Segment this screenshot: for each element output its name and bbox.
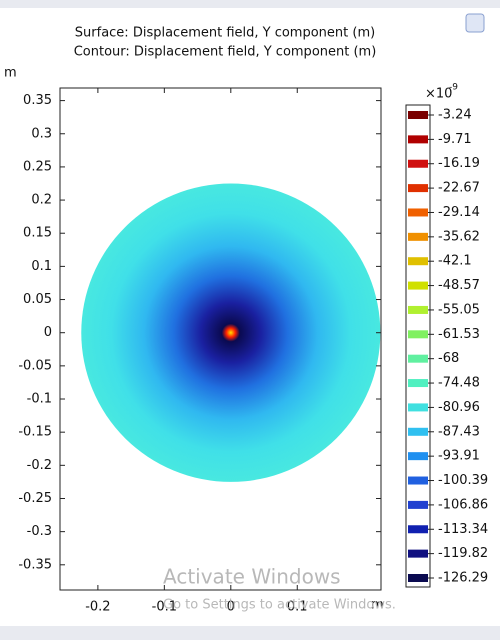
colorbar-label: -29.14 — [438, 205, 480, 220]
colorbar-swatch — [408, 476, 428, 485]
y-tick-label: -0.2 — [27, 458, 52, 473]
chart-subtitle: Contour: Displacement field, Y component… — [74, 45, 377, 60]
colorbar-swatch — [408, 159, 428, 168]
colorbar-swatch — [408, 525, 428, 534]
y-tick-label: -0.3 — [27, 524, 52, 539]
colorbar-label: -16.19 — [438, 156, 480, 171]
x-tick-label: 0 — [227, 600, 235, 615]
colorbar-swatch — [408, 452, 428, 461]
colorbar-swatch — [408, 403, 428, 412]
plot-frame — [59, 87, 382, 591]
colorbar-swatch — [408, 184, 428, 193]
colorbar-label: -55.05 — [438, 302, 480, 317]
y-tick-label: -0.25 — [18, 491, 52, 506]
bottom-bar — [0, 626, 500, 640]
y-tick-label: 0 — [44, 325, 52, 340]
colorbar-swatch — [408, 549, 428, 558]
colorbar-swatch — [408, 232, 428, 241]
y-tick-label: 0.05 — [23, 292, 52, 307]
colorbar-swatch — [408, 354, 428, 363]
colorbar-label: -9.71 — [438, 132, 472, 147]
colorbar-label: -93.91 — [438, 449, 480, 464]
y-tick-label: 0.3 — [31, 126, 52, 141]
colorbar-label: -68 — [438, 351, 459, 366]
colorbar-exponent-power: -9 — [449, 83, 458, 93]
colorbar-swatch — [408, 379, 428, 388]
colorbar-swatch — [408, 257, 428, 266]
watermark: Activate Windows — [163, 565, 341, 589]
colorbar-label: -61.53 — [438, 327, 480, 342]
y-tick-label: 0.25 — [23, 159, 52, 174]
colorbar-swatch — [408, 427, 428, 436]
colorbar-label: -22.67 — [438, 181, 480, 196]
colorbar-label: -100.39 — [438, 473, 488, 488]
y-tick-label: -0.35 — [18, 557, 52, 572]
colorbar-label: -119.82 — [438, 546, 488, 561]
y-tick-label: -0.05 — [18, 358, 52, 373]
colorbar-swatch — [408, 111, 428, 119]
colorbar-label: -35.62 — [438, 229, 480, 244]
x-tick-label: -0.2 — [85, 600, 110, 615]
colorbar-swatch — [408, 330, 428, 339]
colorbar-exponent: ×10 — [425, 87, 452, 102]
colorbar-label: -126.29 — [438, 571, 488, 586]
y-tick-label: 0.1 — [31, 259, 52, 274]
x-unit: m — [371, 598, 384, 613]
colorbar-label: -80.96 — [438, 400, 480, 415]
watermark-sub: Go to Settings to activate Windows. — [163, 598, 396, 613]
colorbar-label: -74.48 — [438, 376, 480, 391]
y-unit: m — [4, 66, 17, 81]
y-tick-label: -0.15 — [18, 425, 52, 440]
colorbar-swatch — [408, 305, 428, 314]
colorbar-label: -87.43 — [438, 424, 480, 439]
colorbar-swatch — [408, 281, 428, 290]
colorbar-label: -42.1 — [438, 254, 472, 269]
y-tick-label: -0.1 — [27, 392, 52, 407]
y-tick-label: 0.35 — [23, 93, 52, 108]
x-tick-label: -0.1 — [152, 600, 177, 615]
top-bar — [0, 0, 500, 8]
y-tick-label: 0.2 — [31, 193, 52, 208]
x-tick-label: 0.1 — [287, 600, 308, 615]
colorbar-swatch — [408, 208, 428, 217]
displacement-surface — [81, 183, 381, 482]
colorbar-label: -113.34 — [438, 522, 488, 537]
colorbar-swatch — [408, 500, 428, 509]
chart-title: Surface: Displacement field, Y component… — [75, 26, 375, 41]
colorbar-swatch — [408, 574, 428, 582]
colorbar-label: -106.86 — [438, 497, 488, 512]
colorbar-frame — [405, 104, 431, 588]
toolbar-icon[interactable] — [465, 13, 485, 33]
colorbar-label: -48.57 — [438, 278, 480, 293]
y-tick-label: 0.15 — [23, 226, 52, 241]
colorbar-swatch — [408, 135, 428, 144]
colorbar-label: -3.24 — [438, 108, 472, 123]
